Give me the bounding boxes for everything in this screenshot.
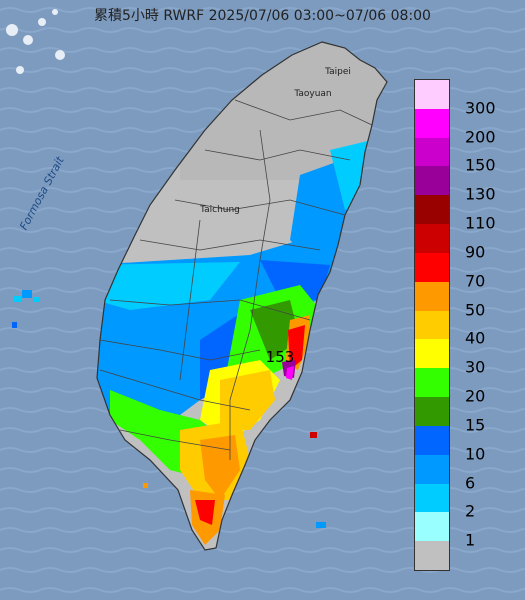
legend-label: 1 [465,530,476,550]
legend-swatch [415,310,449,340]
legend-label: 70 [465,271,486,291]
legend-label: 20 [465,386,486,406]
legend-label: 150 [465,155,496,175]
legend-swatch [415,195,449,225]
legend-swatch [415,80,449,109]
legend-label: 6 [465,473,476,493]
legend-label: 40 [465,328,486,348]
county-borders [99,99,373,460]
legend-swatch [415,339,449,369]
legend-label: 90 [465,242,486,262]
max-value-label: 153 [266,348,295,366]
taipei-label: Taipei [324,67,351,77]
legend-label: 110 [465,213,496,233]
legend-swatch [415,425,449,455]
legend-swatch [415,368,449,398]
legend-label: 2 [465,501,476,521]
legend-label: 50 [465,300,486,320]
legend-label: 130 [465,184,496,204]
offshore-rain-specks [12,290,326,528]
legend-label: 200 [465,127,496,147]
legend-label: 10 [465,444,486,464]
legend-swatch [415,137,449,167]
legend-swatch [415,108,449,138]
legend-label: 30 [465,357,486,377]
taoyuan-label: Taoyuan [293,89,331,99]
legend-swatch [415,224,449,253]
cloud-specks [6,9,65,74]
map-title: 累積5小時 RWRF 2025/07/06 03:00~07/06 08:00 [94,8,431,24]
legend-label: 300 [465,98,496,118]
legend-swatch [415,166,449,196]
legend-swatch [415,483,449,513]
legend-swatch [415,281,449,311]
legend-swatch [415,454,449,484]
legend-swatch [415,512,449,542]
color-legend [414,79,450,571]
legend-label: 15 [465,415,486,435]
legend-swatch [415,541,449,570]
legend-swatch [415,397,449,426]
legend-swatch [415,252,449,282]
taichung-label: Taichung [199,205,240,215]
